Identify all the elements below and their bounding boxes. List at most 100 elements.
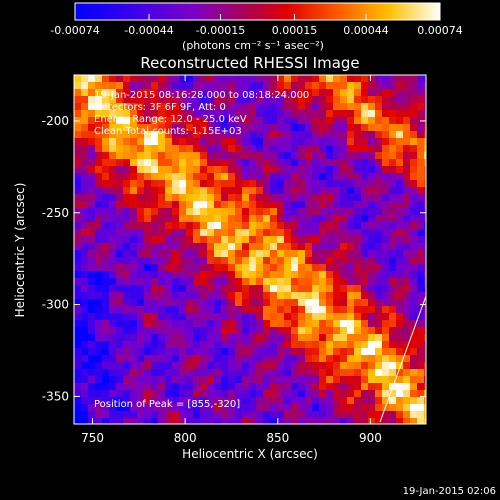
heatmap-cell bbox=[102, 215, 110, 223]
heatmap-cell bbox=[340, 138, 348, 146]
heatmap-cell bbox=[207, 411, 215, 419]
heatmap-cell bbox=[361, 278, 369, 286]
heatmap-cell bbox=[214, 117, 222, 125]
heatmap-cell bbox=[375, 159, 383, 167]
heatmap-cell bbox=[305, 236, 313, 244]
heatmap-cell bbox=[151, 390, 159, 398]
heatmap-cell bbox=[235, 334, 243, 342]
heatmap-cell bbox=[424, 215, 426, 223]
heatmap-cell bbox=[74, 376, 82, 384]
heatmap-cell bbox=[109, 285, 117, 293]
heatmap-cell bbox=[137, 404, 145, 412]
heatmap-cell bbox=[382, 138, 390, 146]
heatmap-cell bbox=[158, 194, 166, 202]
heatmap-cell bbox=[95, 215, 103, 223]
heatmap-cell bbox=[340, 89, 348, 97]
heatmap-cell bbox=[81, 180, 89, 188]
heatmap-cell bbox=[347, 313, 355, 321]
heatmap-cell bbox=[354, 355, 362, 363]
heatmap-cell bbox=[389, 306, 397, 314]
heatmap-cell bbox=[389, 110, 397, 118]
heatmap-cell bbox=[95, 390, 103, 398]
heatmap-cell bbox=[144, 397, 152, 405]
heatmap-cell bbox=[116, 313, 124, 321]
heatmap-cell bbox=[347, 215, 355, 223]
heatmap-cell bbox=[200, 229, 208, 237]
heatmap-cell bbox=[228, 166, 236, 174]
heatmap-cell bbox=[109, 383, 117, 391]
heatmap-cell bbox=[109, 348, 117, 356]
heatmap-cell bbox=[172, 341, 180, 349]
heatmap-cell bbox=[88, 306, 96, 314]
heatmap-cell bbox=[88, 257, 96, 265]
heatmap-cell bbox=[144, 278, 152, 286]
heatmap-cell bbox=[410, 369, 418, 377]
heatmap-cell bbox=[277, 194, 285, 202]
heatmap-cell bbox=[186, 320, 194, 328]
heatmap-cell bbox=[347, 201, 355, 209]
heatmap-cell bbox=[403, 82, 411, 90]
heatmap-cell bbox=[305, 215, 313, 223]
heatmap-cell bbox=[172, 250, 180, 258]
heatmap-cell bbox=[375, 411, 383, 419]
y-tick-label: -300 bbox=[42, 298, 69, 312]
heatmap-cell bbox=[305, 327, 313, 335]
heatmap-cell bbox=[284, 117, 292, 125]
heatmap-cell bbox=[424, 103, 426, 111]
heatmap-cell bbox=[312, 320, 320, 328]
heatmap-cell bbox=[277, 159, 285, 167]
heatmap-cell bbox=[375, 285, 383, 293]
heatmap-cell bbox=[319, 285, 327, 293]
heatmap-cell bbox=[326, 173, 334, 181]
heatmap-cell bbox=[389, 271, 397, 279]
heatmap-cell bbox=[368, 306, 376, 314]
heatmap-cell bbox=[354, 166, 362, 174]
heatmap-cell bbox=[389, 96, 397, 104]
heatmap-cell bbox=[256, 376, 264, 384]
heatmap-cell bbox=[319, 222, 327, 230]
heatmap-cell bbox=[109, 271, 117, 279]
heatmap-cell bbox=[221, 159, 229, 167]
heatmap-cell bbox=[298, 82, 306, 90]
heatmap-cell bbox=[214, 278, 222, 286]
heatmap-cell bbox=[123, 138, 131, 146]
heatmap-cell bbox=[410, 292, 418, 300]
heatmap-cell bbox=[179, 159, 187, 167]
heatmap-cell bbox=[319, 250, 327, 258]
heatmap-cell bbox=[375, 152, 383, 160]
heatmap-cell bbox=[221, 152, 229, 160]
heatmap-cell bbox=[326, 208, 334, 216]
heatmap-cell bbox=[354, 103, 362, 111]
heatmap-cell bbox=[326, 152, 334, 160]
heatmap-cell bbox=[165, 103, 173, 111]
heatmap-cell bbox=[319, 390, 327, 398]
heatmap-cell bbox=[109, 201, 117, 209]
heatmap-cell bbox=[214, 285, 222, 293]
heatmap-cell bbox=[368, 376, 376, 384]
heatmap-cell bbox=[298, 299, 306, 307]
heatmap-cell bbox=[116, 355, 124, 363]
heatmap-cell bbox=[137, 201, 145, 209]
heatmap-cell bbox=[291, 397, 299, 405]
heatmap-cell bbox=[375, 208, 383, 216]
heatmap-cell bbox=[95, 75, 103, 83]
heatmap-cell bbox=[74, 404, 82, 412]
heatmap-cell bbox=[312, 418, 320, 424]
heatmap-cell bbox=[235, 243, 243, 251]
heatmap-cell bbox=[137, 152, 145, 160]
heatmap-cell bbox=[389, 159, 397, 167]
heatmap-cell bbox=[172, 397, 180, 405]
heatmap-cell bbox=[88, 362, 96, 370]
heatmap-cell bbox=[347, 320, 355, 328]
heatmap-cell bbox=[270, 215, 278, 223]
heatmap-cell bbox=[403, 257, 411, 265]
heatmap-cell bbox=[277, 313, 285, 321]
heatmap-cell bbox=[417, 264, 425, 272]
heatmap-cell bbox=[165, 264, 173, 272]
heatmap-cell bbox=[326, 180, 334, 188]
heatmap-cell bbox=[179, 271, 187, 279]
heatmap-cell bbox=[263, 320, 271, 328]
heatmap-cell bbox=[102, 418, 110, 424]
heatmap-cell bbox=[221, 327, 229, 335]
heatmap-cell bbox=[298, 75, 306, 83]
